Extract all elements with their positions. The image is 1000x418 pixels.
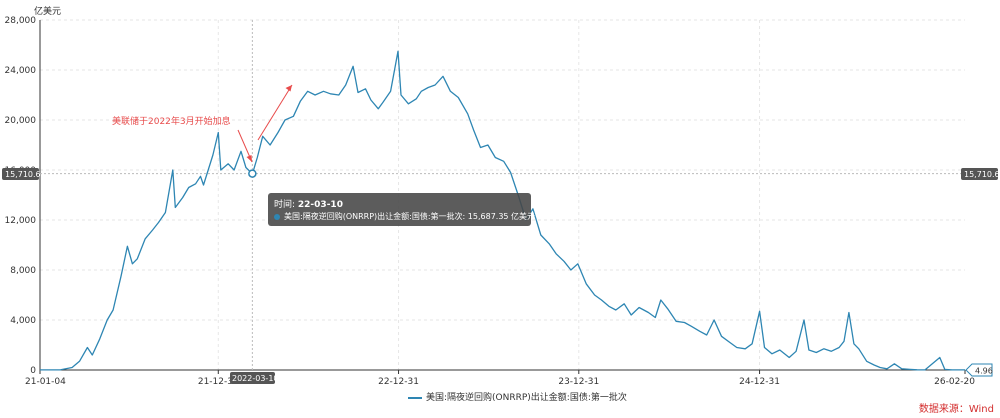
- series-line-onrrp: [39, 50, 965, 371]
- y-axis-ticks: 04,0008,00012,00016,00020,00024,00028,00…: [5, 16, 37, 376]
- x-tick-label: 22-12-31: [378, 377, 419, 387]
- legend-line-icon: [408, 396, 422, 399]
- tooltip-series-label: 美国:隔夜逆回购(ONRRP)出让金额:国债:第一批次: 15,687.35 亿…: [284, 212, 536, 221]
- hover-tooltip: 时间: 22-03-10 美国:隔夜逆回购(ONRRP)出让金额:国债:第一批次…: [268, 193, 535, 226]
- annotation-arrowhead-point: [246, 155, 252, 162]
- tooltip-series-dot: [274, 213, 280, 220]
- hover-point-marker: [248, 169, 257, 178]
- y-crosshair-value-left: 15,710.61: [5, 170, 46, 179]
- x-crosshair-date: 2022-03-10: [232, 374, 279, 383]
- y-crosshair-badge-right: [961, 168, 998, 180]
- y-axis-unit-label: 亿美元: [34, 5, 61, 17]
- legend-label: 美国:隔夜逆回购(ONRRP)出让金额:国债:第一批次: [426, 393, 627, 403]
- annotation-trend-arrowhead: [285, 85, 292, 92]
- last-value-badge: [965, 363, 993, 377]
- x-tick-label: 26-02-20: [934, 377, 975, 387]
- x-tick-label: 21-01-04: [25, 377, 66, 387]
- annotation-text: 美联储于2022年3月开始加息: [112, 115, 231, 127]
- y-tick-label: 20,000: [5, 116, 37, 126]
- y-tick-label: 0: [30, 366, 36, 376]
- data-source-note: 数据来源：Wind: [918, 404, 994, 415]
- y-tick-label: 28,000: [5, 16, 37, 26]
- tooltip-time: 时间: 22-03-10: [274, 197, 343, 210]
- tooltip-series-row: 美国:隔夜逆回购(ONRRP)出让金额:国债:第一批次: 15,687.35 亿…: [274, 211, 535, 222]
- y-tick-label: 8,000: [10, 266, 36, 276]
- x-tick-label: 21-12-31: [198, 377, 239, 387]
- last-value-label: 4.96: [975, 367, 993, 376]
- y-crosshair-value-right: 15,710.61: [964, 170, 1000, 179]
- tooltip-time-prefix: 时间:: [274, 200, 298, 210]
- x-tick-label: 24-12-31: [739, 377, 780, 387]
- x-axis-ticks: 21-01-04 21-12-31 22-12-31 23-12-31 24-12-31…: [25, 370, 975, 387]
- tooltip-time-value: 22-03-10: [297, 200, 343, 210]
- x-crosshair-badge: [230, 372, 275, 384]
- annotation-trend-arrow: [257, 84, 293, 141]
- y-tick-label: 12,000: [5, 216, 37, 226]
- y-tick-label: 24,000: [5, 66, 37, 76]
- y-tick-label: 4,000: [10, 316, 36, 326]
- chart-legend[interactable]: 美国:隔夜逆回购(ONRRP)出让金额:国债:第一批次: [408, 390, 627, 403]
- y-crosshair-badge-left: [2, 168, 39, 180]
- x-tick-label: 23-12-31: [558, 377, 599, 387]
